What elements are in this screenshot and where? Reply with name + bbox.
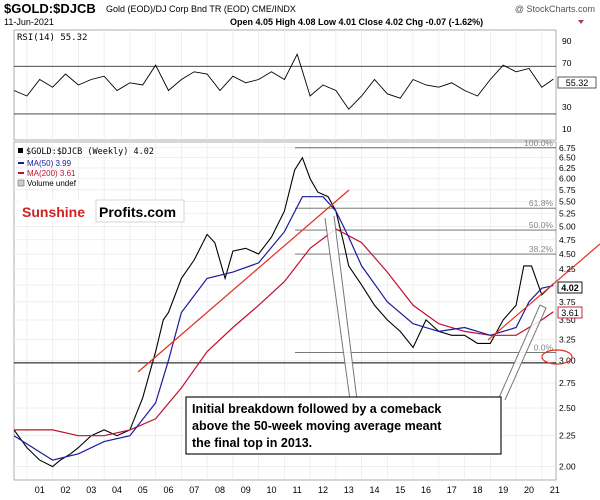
chart-symbol: $GOLD:$DJCB	[4, 1, 96, 16]
price-y-tick-label: 5.00	[559, 221, 576, 231]
x-tick-label: 08	[215, 485, 225, 495]
ma200-line	[14, 228, 554, 437]
x-tick-label: 16	[421, 485, 431, 495]
rising-trendline	[137, 189, 350, 373]
fib-label: 100.0%	[524, 138, 553, 148]
x-tick-label: 19	[498, 485, 508, 495]
annotation-line-3: the final top in 2013.	[192, 436, 312, 450]
x-tick-label: 10	[266, 485, 276, 495]
annotation-line-1: Initial breakdown followed by a comeback	[192, 402, 441, 416]
x-tick-label: 14	[369, 485, 379, 495]
fib-label: 38.2%	[529, 244, 554, 254]
logo-text-sunshine: Sunshine	[22, 204, 85, 220]
price-y-tick-label: 2.00	[559, 462, 576, 472]
x-tick-label: 17	[447, 485, 457, 495]
rsi-label: RSI(14) 55.32	[17, 33, 87, 43]
logo-left-box	[18, 200, 94, 222]
annotation-box	[185, 396, 502, 455]
rsi-y-tick-label: 70	[562, 58, 572, 68]
price-y-tick-label: 6.25	[559, 163, 576, 173]
price-y-tick-label: 3.75	[559, 297, 576, 307]
dropdown-caret-icon[interactable]	[578, 20, 584, 24]
x-tick-label: 18	[472, 485, 482, 495]
legend-swatch-volume	[17, 179, 25, 187]
x-tick-label: 15	[395, 485, 405, 495]
sunshine-profits-logo: Sunshine Profits.com	[18, 199, 185, 223]
x-tick-label: 21	[550, 485, 560, 495]
last-price-box	[557, 281, 583, 294]
price-y-tick-label: 2.50	[559, 403, 576, 413]
recent-trendline	[487, 243, 600, 341]
x-tick-label: 11	[293, 485, 302, 495]
legend-ma200: MA(200) 3.61	[27, 169, 76, 178]
chart-description: Gold (EOD)/DJ Corp Bnd TR (EOD) CME/INDX	[106, 4, 296, 14]
x-tick-label: 13	[344, 485, 354, 495]
price-y-tick-label: 4.25	[559, 264, 576, 274]
x-tick-label: 12	[318, 485, 328, 495]
x-tick-label: 09	[241, 485, 251, 495]
rsi-y-tick-label: 10	[562, 124, 572, 134]
price-y-tick-label: 3.50	[559, 315, 576, 325]
price-y-tick-label: 2.75	[559, 378, 576, 388]
x-tick-label: 04	[112, 485, 122, 495]
fib-label: 0.0%	[534, 343, 554, 353]
price-y-tick-label: 5.25	[559, 209, 576, 219]
ma50-line	[13, 196, 554, 461]
price-line	[13, 156, 554, 468]
ohlc-readout: Open 4.05 High 4.08 Low 4.01 Close 4.02 …	[230, 17, 483, 27]
price-y-tick-label: 5.75	[559, 185, 576, 195]
x-tick-label: 05	[138, 485, 148, 495]
price-y-tick-label: 6.00	[559, 174, 576, 184]
x-tick-label: 03	[86, 485, 96, 495]
rsi-line	[13, 53, 554, 110]
price-y-tick-label: 5.50	[559, 196, 576, 206]
x-tick-label: 07	[189, 485, 199, 495]
legend: $GOLD:$DJCB (Weekly) 4.02 MA(50) 3.99 MA…	[17, 147, 154, 188]
rsi-y-tick-label: 30	[562, 102, 572, 112]
price-y-tick-label: 3.00	[559, 355, 576, 365]
x-tick-label: 01	[35, 485, 45, 495]
chart-date: 11-Jun-2021	[4, 17, 54, 27]
ma200-value-label: 3.61	[561, 308, 579, 318]
annotation-line-2: above the 50-week moving average meant	[192, 419, 442, 433]
price-y-tick-label: 6.75	[559, 143, 576, 153]
price-y-tick-label: 4.50	[559, 249, 576, 259]
annotation-pointer-2021	[497, 304, 547, 401]
price-y-tick-label: 2.25	[559, 431, 576, 441]
price-y-tick-label: 4.75	[559, 235, 576, 245]
x-tick-label: 02	[60, 485, 70, 495]
highlight-ellipse	[541, 349, 573, 365]
x-tick-label: 06	[163, 485, 173, 495]
ma200-value-box	[557, 306, 583, 319]
price-y-tick-label: 6.50	[559, 153, 576, 163]
rsi-grid	[26, 30, 543, 140]
watermark: @ StockCharts.com	[515, 4, 595, 14]
fib-label: 61.8%	[529, 198, 554, 208]
fib-label: 50.0%	[529, 220, 554, 230]
rsi-value-label: 55.32	[566, 78, 589, 88]
logo-right-box	[95, 199, 185, 223]
price-y-tick-label: 3.25	[559, 334, 576, 344]
x-axis: 01 02 03 04 05 06 07 08 09 10 11 12 13 14 15 16 17 18 19 20…	[35, 485, 560, 495]
last-price-label: 4.02	[561, 283, 579, 293]
rsi-y-tick-label: 90	[562, 36, 572, 46]
rsi-panel	[13, 29, 557, 141]
legend-price: $GOLD:$DJCB (Weekly) 4.02	[26, 147, 154, 157]
legend-ma50: MA(50) 3.99	[27, 159, 72, 168]
price-y-axis: 6.756.506.256.005.755.50 5.25 5.00 4.75 4.50…	[559, 143, 576, 472]
legend-volume: Volume undef	[27, 179, 77, 188]
legend-swatch-price	[18, 148, 23, 153]
x-tick-label: 20	[524, 485, 534, 495]
rsi-value-box	[557, 76, 597, 89]
logo-text-profits: Profits.com	[99, 204, 176, 220]
